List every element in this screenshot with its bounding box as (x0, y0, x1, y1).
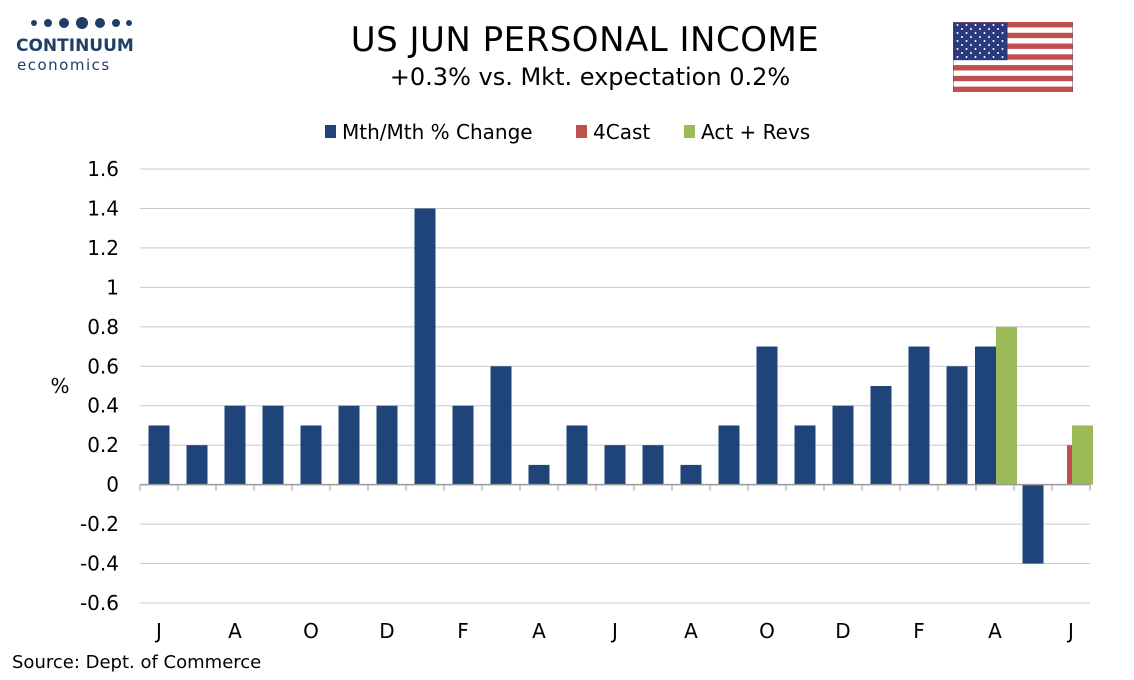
y-tick-label: 1.4 (87, 196, 119, 220)
bar (1072, 425, 1093, 485)
bar (566, 425, 588, 485)
x-tick-label: J (154, 619, 162, 643)
bar (490, 366, 512, 485)
x-tick-label: J (1066, 619, 1074, 643)
legend-label: Act + Revs (701, 120, 810, 144)
bar (300, 425, 322, 485)
x-tick-label: A (988, 619, 1002, 643)
bar (414, 208, 436, 485)
gridlines (140, 168, 1090, 604)
bar (186, 445, 208, 485)
bar (946, 366, 968, 485)
y-tick-label: -0.6 (80, 591, 119, 615)
logo-dots-icon (31, 17, 132, 29)
bar (452, 405, 474, 485)
bar (908, 346, 930, 485)
us-flag-icon (953, 22, 1073, 92)
y-tick-label: 0.6 (87, 354, 119, 378)
logo: CONTINUUM economics (14, 14, 134, 76)
bar (794, 425, 816, 485)
x-tick-label: A (228, 619, 242, 643)
x-tick-label: O (759, 619, 775, 643)
y-tick-label: 1.6 (87, 157, 119, 181)
y-tick-label: 0.4 (87, 394, 119, 418)
y-axis-label: % (50, 374, 69, 398)
x-tick-label: O (303, 619, 319, 643)
bar (642, 445, 664, 485)
bar (832, 405, 854, 485)
bar (148, 425, 170, 485)
bars (148, 208, 1093, 564)
x-tick-label: D (379, 619, 394, 643)
bar (604, 445, 626, 485)
legend-swatch (684, 125, 695, 138)
bar (376, 405, 398, 485)
bar (338, 405, 360, 485)
legend-swatch (325, 125, 336, 138)
bar (756, 346, 778, 485)
y-tick-label: 0.2 (87, 433, 119, 457)
logo-brand: CONTINUUM (16, 36, 134, 56)
x-tick-label: F (913, 619, 925, 643)
bar (528, 464, 550, 485)
x-tick-label: A (684, 619, 698, 643)
y-tick-label: 0 (106, 473, 119, 497)
y-tick-label: -0.4 (80, 552, 119, 576)
bar (870, 386, 892, 485)
y-tick-label: 1 (106, 275, 119, 299)
bar (718, 425, 740, 485)
y-tick-label: -0.2 (80, 512, 119, 536)
source-note: Source: Dept. of Commerce (12, 652, 262, 673)
legend-label: 4Cast (593, 120, 650, 144)
x-tick-label: F (457, 619, 469, 643)
bar (1022, 484, 1044, 564)
bar (680, 464, 702, 485)
legend-swatch (576, 125, 587, 138)
logo-sub: economics (17, 56, 111, 74)
x-tick-label: A (532, 619, 546, 643)
bar (224, 405, 246, 485)
y-axis-ticks: 1.6 1.4 1.2 1 0.8 0.6 0.4 0.2 0 -0.2 -0.4 -0.6 (80, 157, 119, 615)
legend: Mth/Mth % Change 4Cast Act + Revs (325, 120, 810, 144)
chart-subtitle: +0.3% vs. Mkt. expectation 0.2% (389, 63, 791, 91)
bar (1067, 445, 1075, 485)
legend-label: Mth/Mth % Change (342, 120, 533, 144)
y-tick-label: 1.2 (87, 236, 119, 260)
x-tick-label: J (610, 619, 618, 643)
chart-title: US JUN PERSONAL INCOME (350, 20, 820, 60)
bar (975, 346, 996, 485)
y-tick-label: 0.8 (87, 315, 119, 339)
bar (262, 405, 284, 485)
x-tick-label: D (835, 619, 850, 643)
bar (996, 326, 1017, 485)
